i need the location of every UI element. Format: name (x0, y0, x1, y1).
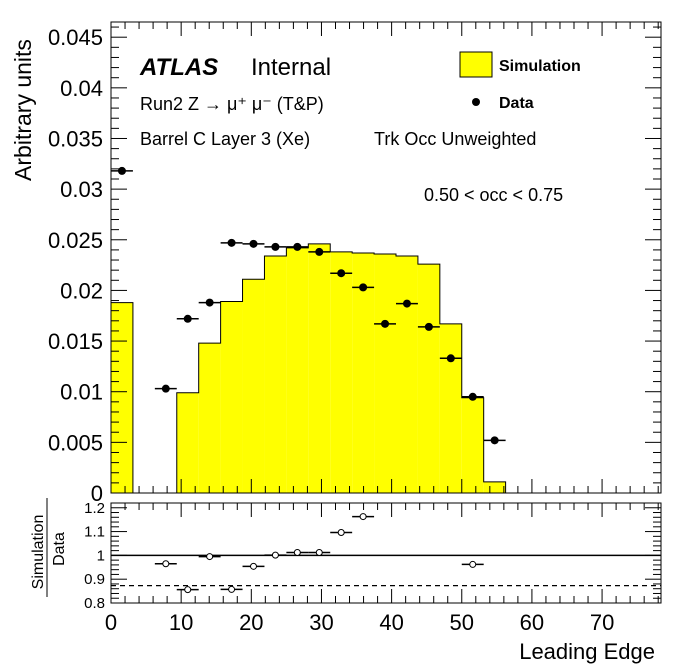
ratio-y-tick-label: 0.8 (84, 595, 105, 612)
region-label: Barrel C Layer 3 (Xe) (140, 129, 310, 149)
y-tick-label: 0.005 (48, 430, 103, 455)
simulation-bar (417, 264, 440, 493)
simulation-bar (264, 255, 287, 493)
simulation-bar (374, 253, 396, 493)
y-tick-label: 0.01 (60, 380, 103, 405)
y-tick-label: 0.02 (60, 278, 103, 303)
legend-simulation-label: Simulation (499, 58, 581, 75)
ratio-point (271, 551, 279, 559)
simulation-bar (286, 247, 309, 493)
data-point (293, 242, 302, 251)
simulation-bar (330, 251, 353, 493)
ratio-point (184, 586, 192, 594)
simulation-bar (198, 343, 221, 493)
internal-label: Internal (251, 54, 331, 81)
data-point (315, 247, 324, 256)
ratio-points (154, 513, 484, 594)
data-point (183, 314, 192, 323)
ratio-y-tick-label: 0.9 (84, 571, 105, 588)
x-tick-label: 50 (450, 610, 474, 635)
legend-data-marker (472, 98, 480, 106)
y-tick-label: 0.045 (48, 25, 103, 50)
ratio-ylabel-denominator: Data (51, 532, 68, 566)
data-point (205, 298, 214, 307)
simulation-bar (176, 392, 199, 493)
data-point (161, 384, 170, 393)
data-point (490, 436, 499, 445)
simulation-bar (111, 302, 133, 493)
ratio-point (293, 549, 301, 557)
x-tick-label: 20 (239, 610, 263, 635)
simulation-bar (461, 397, 484, 493)
y-tick-label: 0.04 (60, 76, 103, 101)
simulation-bar (220, 301, 243, 493)
process-label: Run2 Z → μ⁺ μ⁻ (T&P) (140, 94, 324, 114)
x-tick-label: 60 (520, 610, 544, 635)
data-point (446, 354, 455, 363)
simulation-bar (439, 323, 462, 493)
y-tick-label: 0.025 (48, 228, 103, 253)
data-point (359, 283, 368, 292)
x-axis-label: Leading Edge (519, 639, 655, 664)
x-tick-label: 0 (105, 610, 117, 635)
data-point (424, 322, 433, 331)
simulation-histogram (110, 243, 507, 493)
weighting-label: Trk Occ Unweighted (374, 129, 536, 149)
ratio-point (206, 553, 214, 561)
legend-simulation-swatch (459, 51, 493, 78)
data-point (117, 166, 126, 175)
ratio-point (337, 529, 345, 537)
simulation-bar (395, 255, 418, 493)
ratio-point (359, 513, 367, 521)
ratio-point (228, 585, 236, 593)
atlas-label: ATLAS (139, 54, 218, 81)
occupancy-range-label: 0.50 < occ < 0.75 (424, 185, 563, 205)
x-tick-label: 70 (590, 610, 614, 635)
data-points (111, 166, 506, 445)
ratio-point (249, 562, 257, 570)
data-point (402, 299, 411, 308)
data-point (381, 319, 390, 328)
ratio-axis-ticks: 0.8 0.9 1 1.1 1.2 0 10 20 30 40 50 60 70 (84, 500, 661, 635)
ratio-point (469, 560, 477, 568)
ratio-frame (110, 502, 662, 604)
y-tick-label: 0 (91, 481, 103, 506)
main-axis-ticks: 0 0.005 0.01 0.015 0.02 0.025 0.03 0.035 0.04 0.0… (48, 22, 661, 506)
data-point (337, 269, 346, 278)
simulation-bar (308, 243, 331, 493)
ratio-point (162, 560, 170, 568)
simulation-bar (483, 481, 506, 493)
main-panel: 0 0.005 0.01 0.015 0.02 0.025 0.03 0.035 0.04 0.0… (10, 21, 662, 506)
simulation-bar (352, 252, 375, 493)
y-tick-label: 0.015 (48, 329, 103, 354)
data-point (249, 239, 258, 248)
ratio-ylabel-numerator: Simulation (30, 515, 47, 590)
ratio-y-tick-label: 1.2 (84, 500, 105, 517)
legend-data-label: Data (499, 95, 534, 112)
x-tick-label: 10 (169, 610, 193, 635)
y-tick-label: 0.03 (60, 177, 103, 202)
ratio-y-tick-label: 1.1 (84, 524, 105, 541)
ratio-y-tick-label: 1 (97, 547, 105, 564)
legend: Simulation Data (459, 51, 581, 112)
main-frame (110, 21, 662, 494)
data-point (271, 242, 280, 251)
data-point (468, 392, 477, 401)
x-tick-label: 30 (309, 610, 333, 635)
x-tick-label: 40 (379, 610, 403, 635)
data-point (227, 238, 236, 247)
ratio-panel: 0.80.911.11.20 10 20 30 40 50 60 70 Simulation … (30, 498, 662, 664)
y-tick-label: 0.035 (48, 126, 103, 151)
y-axis-label: Arbitrary units (10, 39, 36, 181)
ratio-point (315, 549, 323, 557)
simulation-bar (242, 279, 265, 493)
